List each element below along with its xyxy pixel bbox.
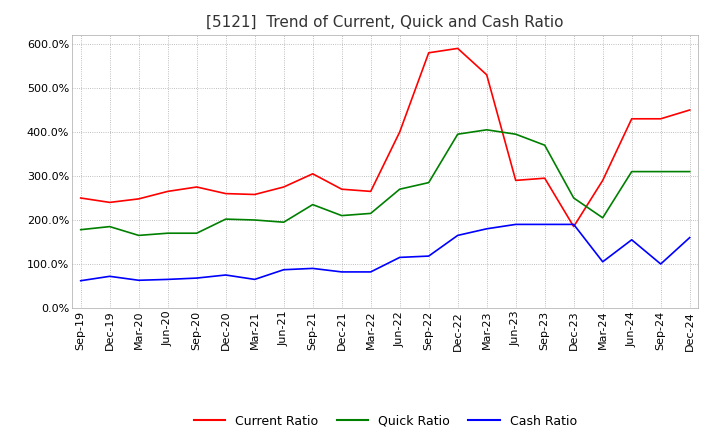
- Current Ratio: [105, 200, 114, 205]
- Cash Ratio: [105, 274, 114, 279]
- Current Ratio: [627, 116, 636, 121]
- Current Ratio: [279, 184, 288, 190]
- Current Ratio: [395, 129, 404, 135]
- Cash Ratio: [221, 272, 230, 278]
- Quick Ratio: [482, 127, 491, 132]
- Current Ratio: [338, 187, 346, 192]
- Quick Ratio: [279, 220, 288, 225]
- Quick Ratio: [163, 231, 172, 236]
- Cash Ratio: [570, 222, 578, 227]
- Legend: Current Ratio, Quick Ratio, Cash Ratio: Current Ratio, Quick Ratio, Cash Ratio: [189, 410, 582, 433]
- Quick Ratio: [685, 169, 694, 174]
- Cash Ratio: [76, 278, 85, 283]
- Quick Ratio: [657, 169, 665, 174]
- Quick Ratio: [511, 132, 520, 137]
- Cash Ratio: [279, 267, 288, 272]
- Current Ratio: [308, 171, 317, 176]
- Quick Ratio: [105, 224, 114, 229]
- Current Ratio: [570, 224, 578, 229]
- Line: Current Ratio: Current Ratio: [81, 48, 690, 227]
- Cash Ratio: [366, 269, 375, 275]
- Cash Ratio: [657, 261, 665, 267]
- Cash Ratio: [482, 226, 491, 231]
- Current Ratio: [192, 184, 201, 190]
- Title: [5121]  Trend of Current, Quick and Cash Ratio: [5121] Trend of Current, Quick and Cash …: [207, 15, 564, 30]
- Cash Ratio: [395, 255, 404, 260]
- Current Ratio: [598, 178, 607, 183]
- Cash Ratio: [541, 222, 549, 227]
- Quick Ratio: [627, 169, 636, 174]
- Current Ratio: [76, 195, 85, 201]
- Cash Ratio: [454, 233, 462, 238]
- Quick Ratio: [395, 187, 404, 192]
- Cash Ratio: [192, 275, 201, 281]
- Current Ratio: [424, 50, 433, 55]
- Quick Ratio: [76, 227, 85, 232]
- Current Ratio: [685, 107, 694, 113]
- Line: Quick Ratio: Quick Ratio: [81, 130, 690, 235]
- Current Ratio: [221, 191, 230, 196]
- Cash Ratio: [163, 277, 172, 282]
- Quick Ratio: [598, 215, 607, 220]
- Current Ratio: [366, 189, 375, 194]
- Cash Ratio: [338, 269, 346, 275]
- Current Ratio: [135, 196, 143, 202]
- Cash Ratio: [308, 266, 317, 271]
- Quick Ratio: [308, 202, 317, 207]
- Quick Ratio: [570, 195, 578, 201]
- Cash Ratio: [685, 235, 694, 240]
- Cash Ratio: [135, 278, 143, 283]
- Current Ratio: [657, 116, 665, 121]
- Quick Ratio: [221, 216, 230, 222]
- Quick Ratio: [192, 231, 201, 236]
- Quick Ratio: [251, 217, 259, 223]
- Cash Ratio: [598, 259, 607, 264]
- Cash Ratio: [511, 222, 520, 227]
- Quick Ratio: [338, 213, 346, 218]
- Cash Ratio: [627, 237, 636, 242]
- Current Ratio: [482, 72, 491, 77]
- Quick Ratio: [135, 233, 143, 238]
- Current Ratio: [511, 178, 520, 183]
- Current Ratio: [454, 46, 462, 51]
- Quick Ratio: [366, 211, 375, 216]
- Current Ratio: [163, 189, 172, 194]
- Current Ratio: [251, 192, 259, 197]
- Quick Ratio: [541, 143, 549, 148]
- Cash Ratio: [251, 277, 259, 282]
- Quick Ratio: [454, 132, 462, 137]
- Cash Ratio: [424, 253, 433, 259]
- Quick Ratio: [424, 180, 433, 185]
- Current Ratio: [541, 176, 549, 181]
- Line: Cash Ratio: Cash Ratio: [81, 224, 690, 281]
